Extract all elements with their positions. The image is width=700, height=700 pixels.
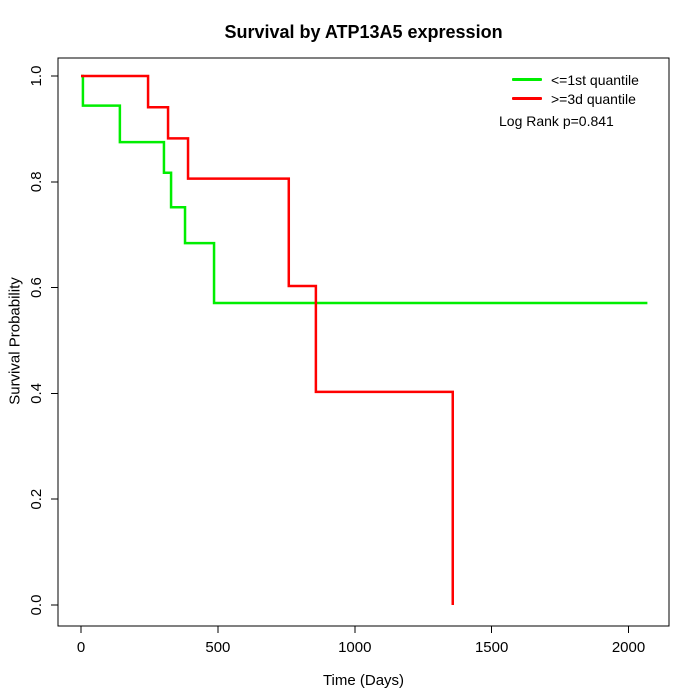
log-rank-p-value: Log Rank p=0.841 [499,113,614,129]
y-tick-label-0.4: 0.4 [28,383,45,404]
y-axis-title: Survival Probability [6,277,24,405]
legend-label-first-quantile: <=1st quantile [551,72,639,88]
x-tick-label-0: 0 [77,639,85,656]
y-tick-label-1.0: 1.0 [28,66,45,87]
y-tick-label-0.8: 0.8 [28,171,45,192]
x-tick-label-1000: 1000 [338,639,371,656]
y-tick-label-0.0: 0.0 [28,595,45,616]
chart-title: Survival by ATP13A5 expression [224,22,503,42]
y-tick-label-0.6: 0.6 [28,277,45,298]
survival-curve-low-expression [81,74,648,305]
y-tick-label-0.2: 0.2 [28,489,45,510]
x-tick-label-1500: 1500 [475,639,508,656]
legend-label-third-quantile: >=3d quantile [551,91,636,107]
x-tick-label-2000: 2000 [612,639,645,656]
survival-curve-high-expression [81,74,455,605]
plot-box [57,57,670,627]
legend-line-swatch-red [512,97,542,100]
x-tick-label-500: 500 [205,639,230,656]
x-axis-title: Time (Days) [322,672,405,689]
legend-line-swatch-green [512,78,542,81]
